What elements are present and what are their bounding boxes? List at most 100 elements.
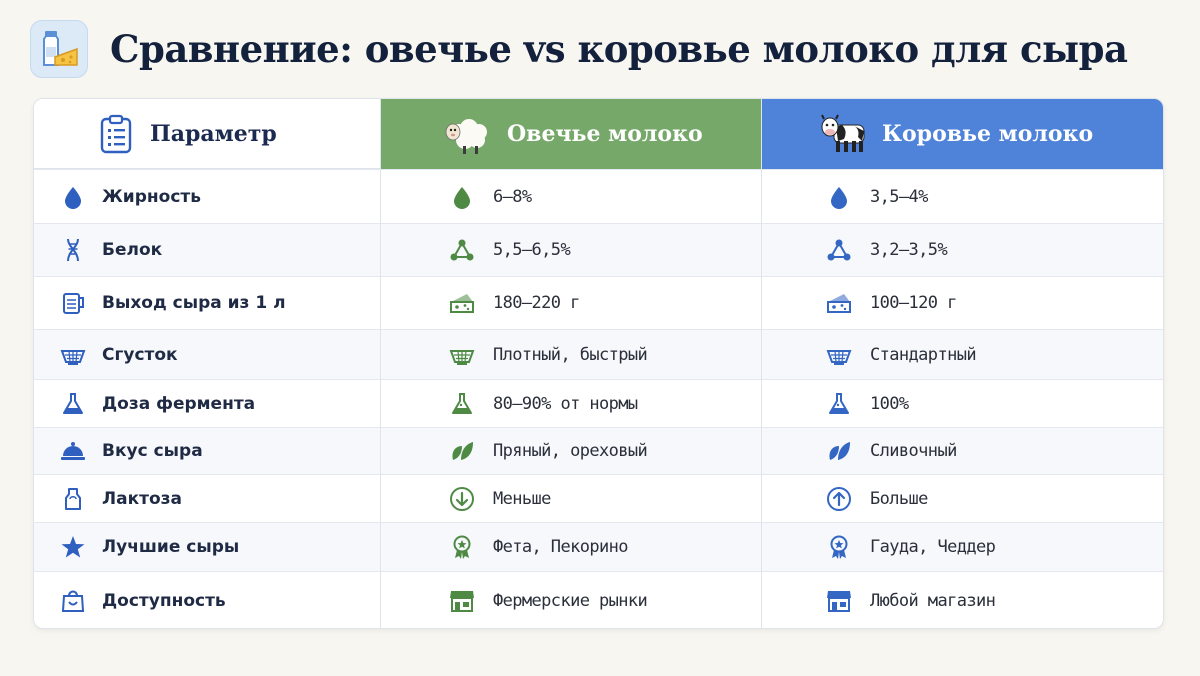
sheep-icon [443,112,493,156]
drop-icon [826,184,852,210]
cow-cell: Любой магазин [762,572,1163,628]
sheep-cell: 5,5–6,5% [381,224,761,276]
param-cell: Доступность [34,572,380,628]
sheep-value: 180–220 г [493,293,580,313]
strainer-icon [449,342,475,368]
param-cell: Лактоза [34,475,380,522]
column-divider [380,99,381,628]
bottle-icon [60,486,86,512]
sheep-value: 80–90% от нормы [493,393,638,414]
table-row: Белок 5,5–6,5% 3,2–3,5% [34,223,1163,276]
param-label: Доза фермента [102,393,256,414]
shop-icon [449,588,475,614]
param-label: Белок [102,240,163,260]
cheese-icon [449,290,475,316]
cow-value: 100–120 г [870,293,957,313]
header-cow-label: Коровье молоко [882,121,1094,147]
param-label: Лучшие сыры [102,537,240,557]
cow-value: Сливочный [870,441,957,461]
award-icon [449,534,475,560]
param-cell: Выход сыра из 1 л [34,277,380,329]
shopping-bag-icon [60,588,86,614]
header-param-label: Параметр [150,120,277,147]
strainer-icon [60,342,86,368]
sheep-cell: 6–8% [381,170,761,223]
sheep-value: 5,5–6,5% [493,240,571,260]
sheep-value: Меньше [493,488,551,509]
header-sheep: Овечье молоко [381,99,761,169]
sheep-cell: Фермерские рынки [381,572,761,628]
sheep-cell: 180–220 г [381,277,761,329]
sheep-value: 6–8% [493,186,532,207]
sheep-value: Фермерские рынки [493,590,648,611]
arrow-up-circle-icon [826,486,852,512]
drop-icon [449,184,475,210]
arrow-down-circle-icon [449,486,475,512]
cow-cell: Сливочный [762,428,1163,474]
param-cell: Вкус сыра [34,428,380,474]
sheep-cell: Фета, Пекорино [381,523,761,571]
page-title: Сравнение: овечье vs коровье молоко для … [110,27,1128,71]
cheese-icon [826,290,852,316]
cow-cell: Стандартный [762,330,1163,379]
jug-icon [60,290,86,316]
table-row: Сгусток Плотный, быстрый Стандартный [34,329,1163,379]
page-header: Сравнение: овечье vs коровье молоко для … [30,18,1128,80]
header-param: Параметр [34,99,380,169]
cow-cell: 3,5–4% [762,170,1163,223]
cow-value: 100% [870,393,909,414]
milk-cheese-logo-icon [30,20,88,78]
shop-icon [826,588,852,614]
award-icon [826,534,852,560]
cow-cell: Больше [762,475,1163,522]
flask-icon [449,391,475,417]
param-cell: Лучшие сыры [34,523,380,571]
drop-icon [60,184,86,210]
param-cell: Доза фермента [34,380,380,427]
table-row: Вкус сыра Пряный, ореховый Сливочный [34,427,1163,474]
comparison-table: Параметр Овечье молоко [33,98,1164,629]
sheep-value: Плотный, быстрый [493,344,648,365]
cow-cell: 3,2–3,5% [762,224,1163,276]
cow-cell: Гауда, Чеддер [762,523,1163,571]
cow-value: 3,2–3,5% [870,240,948,260]
leaf-icon [826,438,852,464]
star-icon [60,534,86,560]
sheep-cell: Пряный, ореховый [381,428,761,474]
param-cell: Белок [34,224,380,276]
cow-value: Стандартный [870,344,977,365]
table-row: Выход сыра из 1 л 180–220 г 100–120 г [34,276,1163,329]
param-cell: Жирность [34,170,380,223]
param-cell: Сгусток [34,330,380,379]
sheep-value: Фета, Пекорино [493,537,628,557]
table-row: Жирность 6–8% 3,5–4% [34,169,1163,223]
table-row: Лактоза Меньше Больше [34,474,1163,522]
leaf-icon [449,438,475,464]
sheep-value: Пряный, ореховый [493,441,648,461]
param-label: Лактоза [102,488,183,509]
molecule-icon [826,237,852,263]
column-divider [761,99,762,628]
cow-value: 3,5–4% [870,186,928,207]
cow-cell: 100% [762,380,1163,427]
flask-icon [60,391,86,417]
strainer-icon [826,342,852,368]
cow-value: Гауда, Чеддер [870,537,996,557]
flask-icon [826,391,852,417]
dna-icon [60,237,86,263]
param-label: Сгусток [102,344,178,365]
cow-value: Любой магазин [870,590,996,611]
cow-icon [820,113,868,155]
table-row: Доза фермента 80–90% от нормы 100% [34,379,1163,427]
header-sheep-label: Овечье молоко [507,121,703,147]
table-row: Лучшие сыры Фета, Пекорино Гауда, Чеддер [34,522,1163,571]
param-label: Выход сыра из 1 л [102,293,286,313]
cow-cell: 100–120 г [762,277,1163,329]
sheep-cell: 80–90% от нормы [381,380,761,427]
param-label: Жирность [102,186,201,207]
param-label: Вкус сыра [102,441,203,461]
molecule-icon [449,237,475,263]
table-row: Доступность Фермерские рынки Любой магазин [34,571,1163,628]
sheep-cell: Меньше [381,475,761,522]
header-cow: Коровье молоко [762,99,1163,169]
